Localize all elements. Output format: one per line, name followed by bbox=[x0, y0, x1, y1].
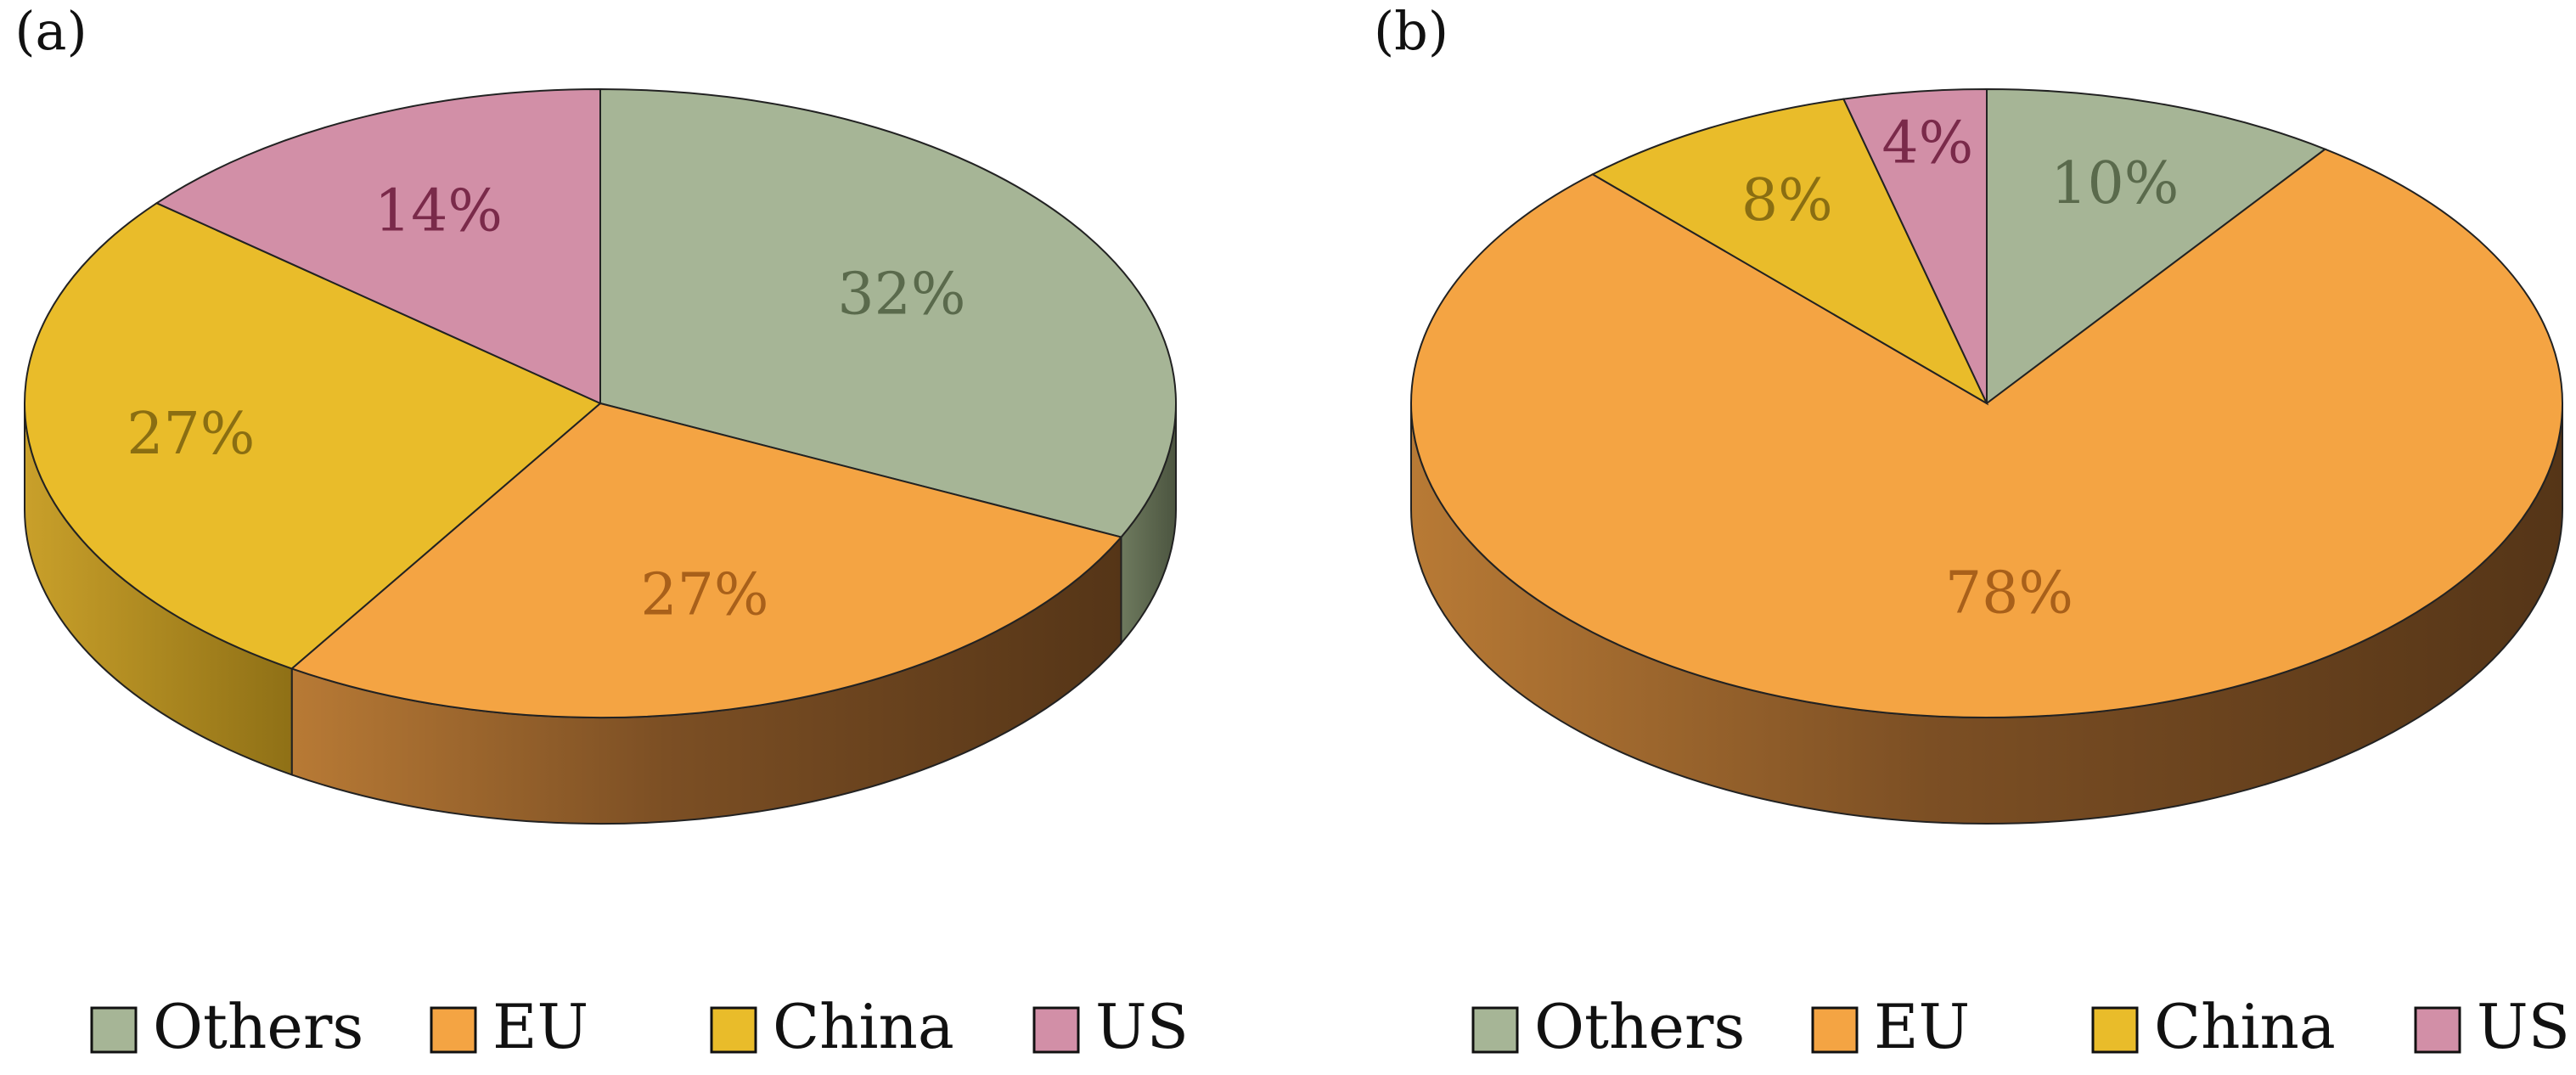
pie-slice-eu bbox=[1410, 148, 2563, 719]
legend-item-us: US bbox=[1032, 991, 1189, 1062]
pie-slice-china bbox=[1590, 98, 1989, 406]
legend-swatch bbox=[2414, 1006, 2461, 1054]
data-label-us: 4% bbox=[1881, 110, 1973, 177]
legend-label: EU bbox=[492, 991, 588, 1062]
panel-label: (a) bbox=[14, 0, 87, 62]
legend-item-us: US bbox=[2414, 991, 2570, 1062]
data-label-china: 27% bbox=[127, 401, 255, 468]
legend-item-others: Others bbox=[90, 991, 363, 1062]
legend-label: EU bbox=[1874, 991, 1970, 1062]
pie-slice-us bbox=[155, 87, 601, 405]
pie-slice-others bbox=[599, 87, 1177, 538]
pie-slice-eu bbox=[290, 402, 1123, 718]
legend-item-china: China bbox=[2091, 991, 2336, 1062]
legend-swatch bbox=[1811, 1006, 1859, 1054]
legend-swatch bbox=[710, 1006, 757, 1054]
legend-label: US bbox=[2477, 991, 2570, 1062]
panel-label: (b) bbox=[1374, 0, 1448, 62]
data-label-us: 14% bbox=[374, 178, 503, 245]
data-label-others: 32% bbox=[837, 262, 965, 329]
data-label-eu: 78% bbox=[1945, 560, 2073, 627]
data-label-others: 10% bbox=[2050, 150, 2179, 217]
legend-label: Others bbox=[1534, 991, 1745, 1062]
legend-swatch bbox=[1032, 1006, 1080, 1054]
data-label-eu: 27% bbox=[640, 561, 768, 628]
legend-label: US bbox=[1095, 991, 1189, 1062]
legend-item-others: Others bbox=[1471, 991, 1745, 1062]
legend-swatch bbox=[1471, 1006, 1519, 1054]
legend-item-eu: EU bbox=[1811, 991, 1970, 1062]
legend-swatch bbox=[90, 1006, 138, 1054]
legend-item-eu: EU bbox=[430, 991, 588, 1062]
legend-label: China bbox=[773, 991, 954, 1062]
data-label-china: 8% bbox=[1741, 167, 1833, 234]
legend-swatch bbox=[430, 1006, 477, 1054]
pie-chart-b: 10% 78% 8% 4% (b) Others EU China US bbox=[1374, 0, 2570, 1062]
pie-slice-us bbox=[1842, 87, 1988, 404]
legend-label: Others bbox=[153, 991, 363, 1062]
legend-item-china: China bbox=[710, 991, 954, 1062]
legend-label: China bbox=[2154, 991, 2336, 1062]
pie-slice-china bbox=[24, 202, 602, 670]
pie-slice-others bbox=[1986, 87, 2327, 406]
legend-swatch bbox=[2091, 1006, 2139, 1054]
pie-chart-a: 32% 27% 27% 14% (a) Others EU China US bbox=[14, 0, 1189, 1062]
